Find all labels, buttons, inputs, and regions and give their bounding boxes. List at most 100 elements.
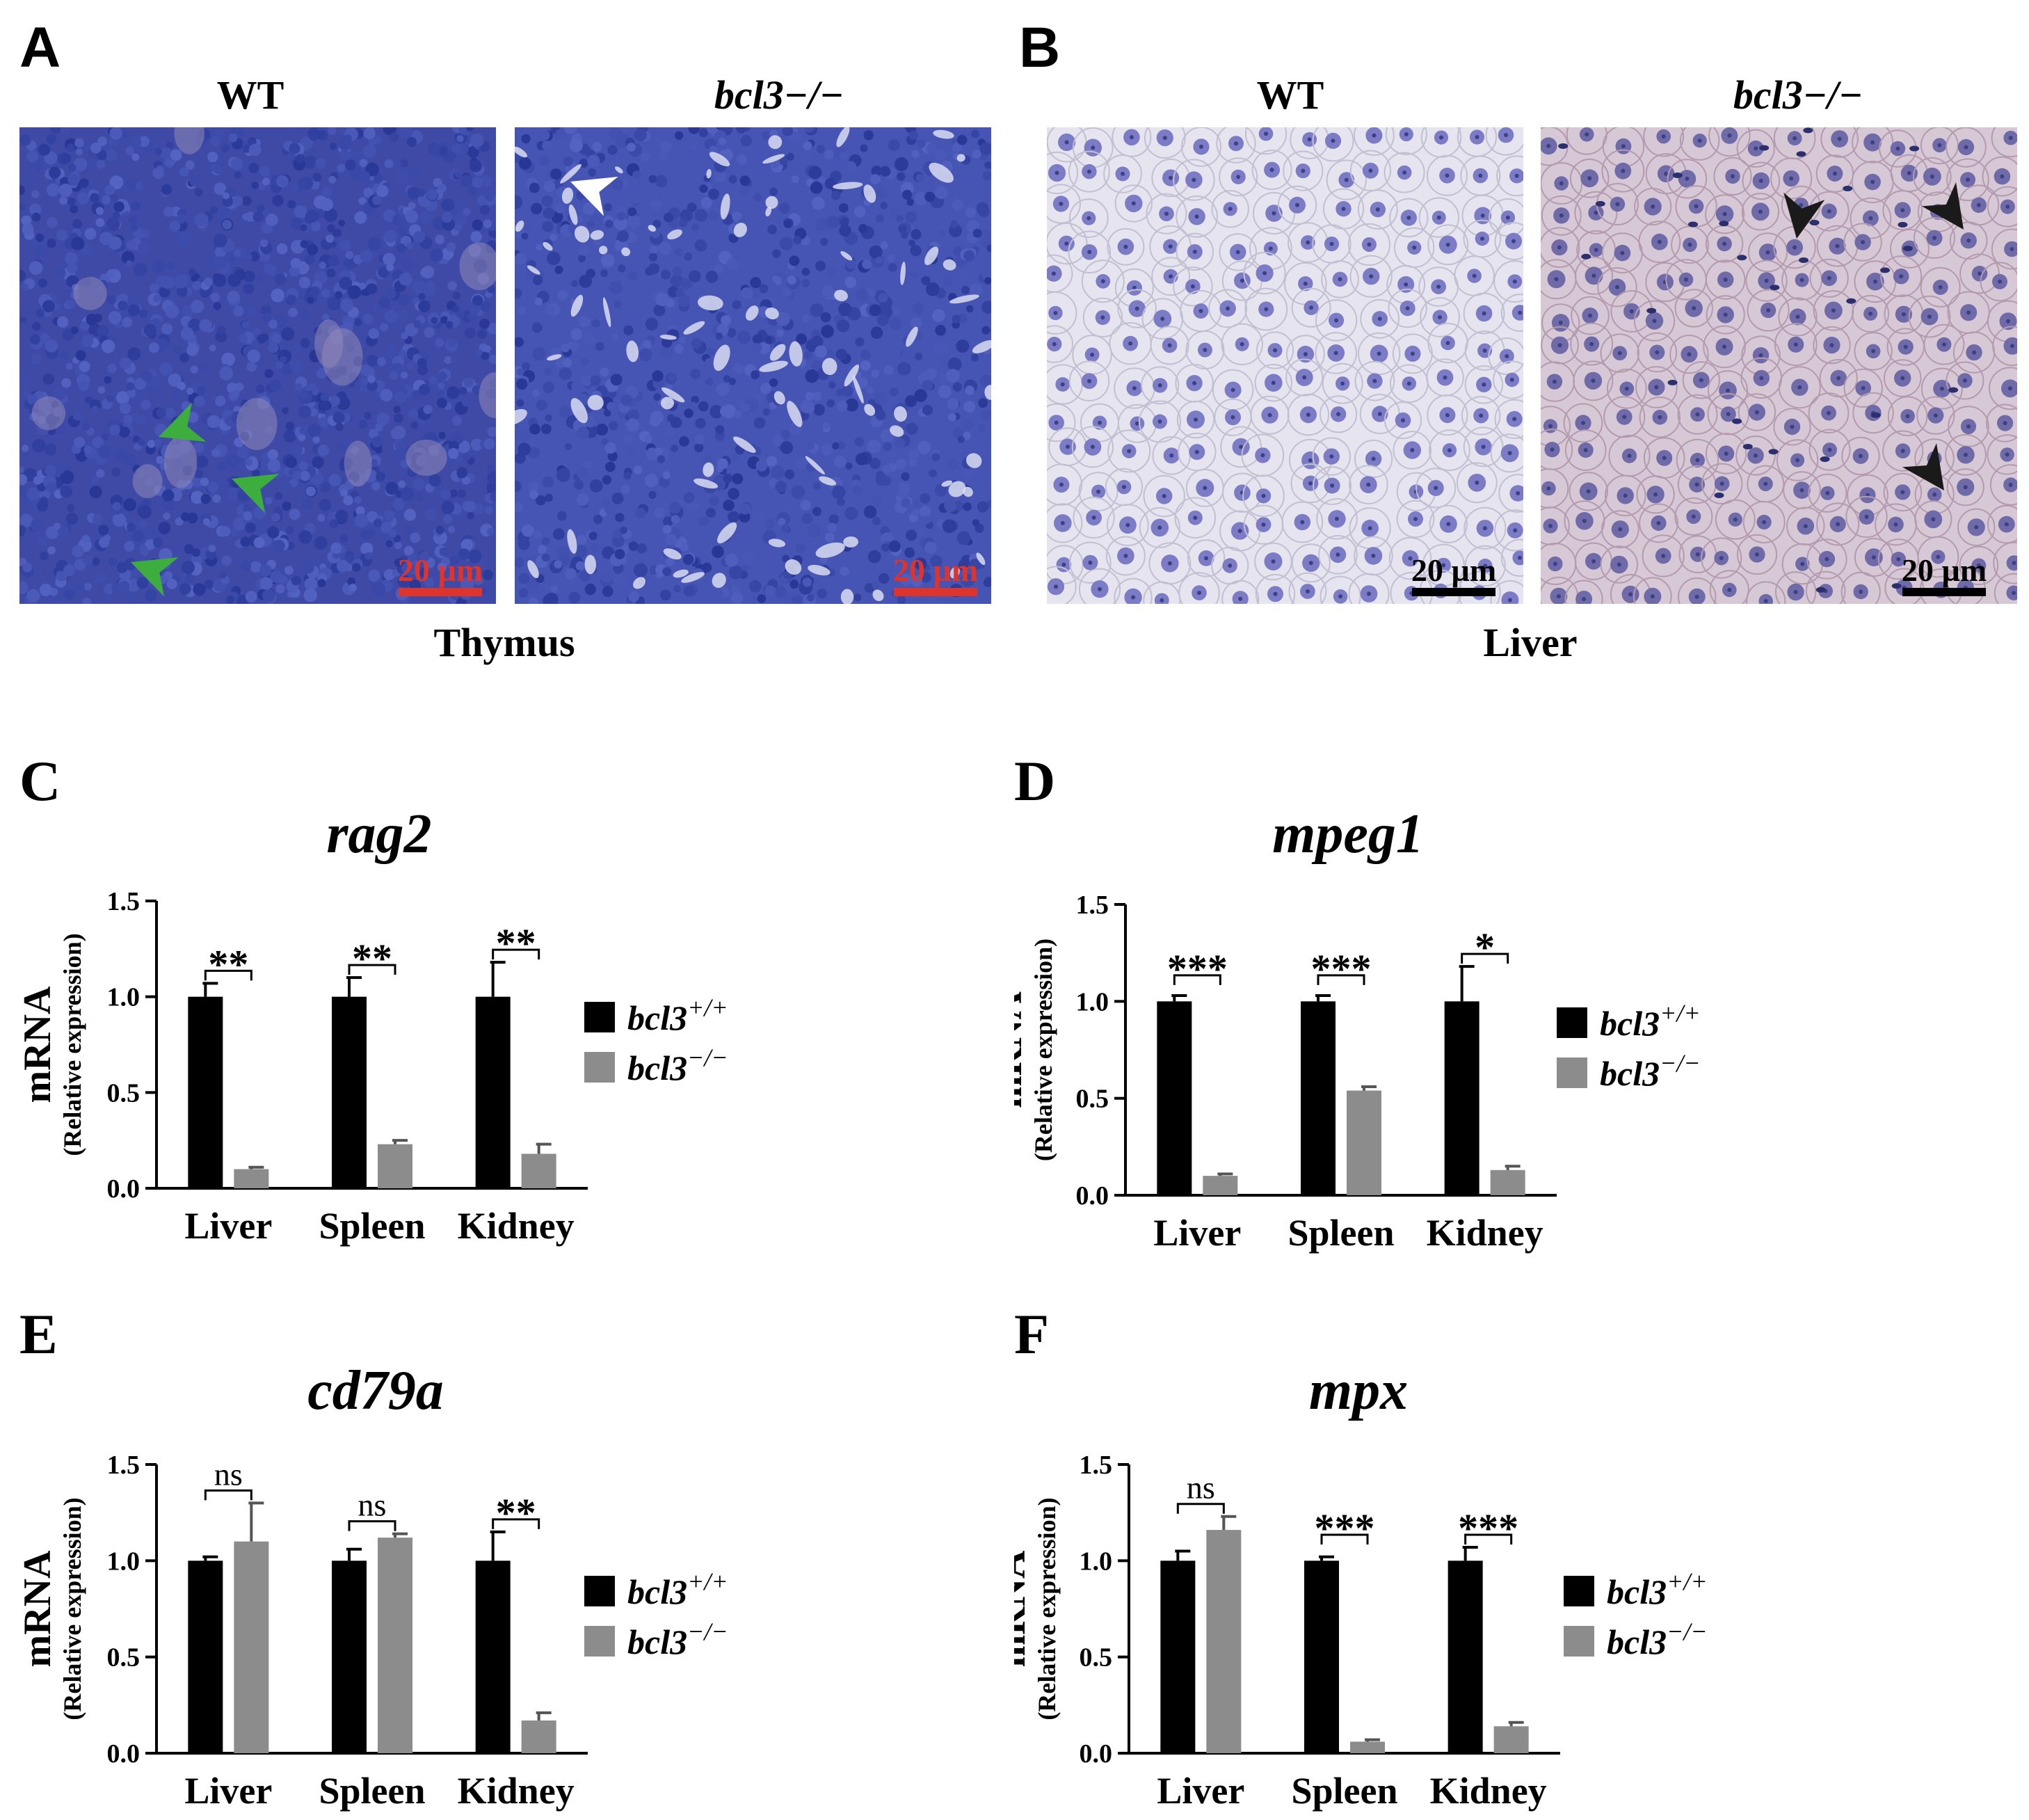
legend-label-ko: bcl3−/− (627, 1618, 728, 1661)
y-tick-label: 1.5 (107, 1451, 141, 1480)
significance-bracket (1461, 952, 1509, 964)
legend-swatch-ko (584, 1626, 615, 1657)
legend-swatch-ko (1564, 1626, 1594, 1657)
y-tick-label: 0.0 (107, 1174, 141, 1204)
significance-bracket (1317, 974, 1365, 985)
bar-ko (1350, 1741, 1385, 1753)
panel-a-wt-heading: WT (216, 72, 284, 118)
bar-wt (475, 996, 511, 1188)
thymus-wt-image: 20 µm (19, 127, 496, 604)
y-tick-label: 1.0 (107, 983, 141, 1012)
legend-label-wt: bcl3+/+ (627, 993, 728, 1037)
bar-ko (521, 1720, 556, 1753)
bar-wt (188, 996, 223, 1188)
black-arrowhead (1783, 192, 1825, 239)
liver-wt-image: 20 µm (1047, 127, 1523, 604)
significance-label: ns (1187, 1470, 1215, 1506)
y-axis-label: mRNA (1014, 1550, 1034, 1668)
significance-label: *** (1311, 946, 1372, 991)
bar-ko (378, 1144, 412, 1188)
y-tick-label: 0.5 (107, 1643, 141, 1673)
bar-wt (332, 1560, 367, 1753)
significance-bracket (204, 1489, 252, 1501)
y-tick-label: 0.5 (1076, 1085, 1109, 1114)
y-tick-label: 1.5 (1080, 1451, 1113, 1480)
x-tick-label: Spleen (319, 1770, 425, 1812)
legend-label-wt: bcl3+/+ (627, 1567, 728, 1611)
legend-swatch-wt (1564, 1576, 1594, 1606)
panel-letter: E (19, 1308, 58, 1366)
x-tick-label: Spleen (1288, 1212, 1394, 1254)
thymus-ko-micrograph: 20 µm (515, 127, 991, 604)
y-tick-label: 1.0 (1080, 1547, 1113, 1576)
x-tick-label: Kidney (458, 1770, 575, 1812)
panel-a-ko-heading: bcl3−/− (714, 72, 844, 118)
bar-ko (1206, 1530, 1242, 1753)
significance-label: ** (496, 920, 536, 966)
scale-bar (1902, 588, 1986, 596)
thymus-ko-image: 20 µm (515, 127, 991, 604)
bar-wt (332, 996, 367, 1188)
scale-bar (399, 588, 482, 596)
bar-wt (188, 1560, 223, 1753)
liver-wt-micrograph: 20 µm (1047, 127, 1523, 604)
bar-wt (1301, 1001, 1336, 1195)
bar-ko (1493, 1726, 1529, 1753)
x-tick-label: Kidney (1427, 1212, 1543, 1254)
y-tick-label: 0.5 (1080, 1643, 1113, 1673)
y-tick-label: 0.0 (1080, 1739, 1113, 1769)
significance-bracket (348, 1520, 396, 1531)
significance-label: *** (1167, 946, 1228, 991)
x-tick-label: Liver (184, 1205, 272, 1247)
significance-bracket (348, 964, 396, 975)
scale-bar (894, 588, 977, 596)
legend-label-ko: bcl3−/− (1600, 1049, 1701, 1093)
bar-ko (1203, 1176, 1238, 1195)
significance-label: ** (352, 936, 392, 981)
green-arrowhead (232, 474, 280, 513)
panel-b-caption: Liver (1483, 620, 1578, 665)
significance-bracket (1320, 1533, 1369, 1544)
significance-label: *** (1458, 1506, 1518, 1551)
scale-bar-label: 20 µm (1902, 552, 1987, 588)
green-arrowhead (159, 402, 207, 442)
y-axis-sublabel: (Relative expression) (1033, 1497, 1061, 1720)
bar-ko (378, 1538, 412, 1753)
x-tick-label: Liver (184, 1770, 272, 1812)
significance-label: ns (214, 1456, 243, 1492)
bar-wt (1304, 1560, 1339, 1753)
panel-letter: D (1014, 751, 1055, 813)
panel-letter: F (1014, 1308, 1049, 1366)
bar-wt (1160, 1560, 1196, 1753)
y-tick-label: 1.5 (107, 887, 141, 916)
liver-ko-image: 20 µm (1541, 127, 2017, 604)
bar-wt (475, 1560, 511, 1753)
y-tick-label: 1.0 (107, 1547, 141, 1576)
y-tick-label: 1.0 (1076, 987, 1109, 1016)
panel-a-caption: Thymus (433, 620, 575, 665)
x-tick-label: Spleen (1291, 1770, 1397, 1812)
bar-ko (234, 1541, 269, 1753)
x-tick-label: Spleen (319, 1205, 425, 1247)
y-axis-sublabel: (Relative expression) (58, 1497, 86, 1720)
x-tick-label: Kidney (1430, 1770, 1547, 1812)
bar-wt (1447, 1560, 1483, 1753)
scale-bar (1412, 588, 1495, 596)
scale-bar-label: 20 µm (893, 552, 978, 588)
scale-bar-label: 20 µm (398, 552, 483, 588)
significance-bracket (1176, 1503, 1225, 1514)
chart-title: mpeg1 (1272, 804, 1424, 865)
significance-bracket (492, 1518, 540, 1529)
scale-bar-label: 20 µm (1411, 552, 1496, 588)
chart-title: rag2 (326, 804, 431, 865)
legend-swatch-wt (584, 1576, 615, 1606)
significance-label: ** (496, 1490, 536, 1535)
chart-title: mpx (1309, 1360, 1408, 1421)
bar-wt (1157, 1001, 1192, 1195)
